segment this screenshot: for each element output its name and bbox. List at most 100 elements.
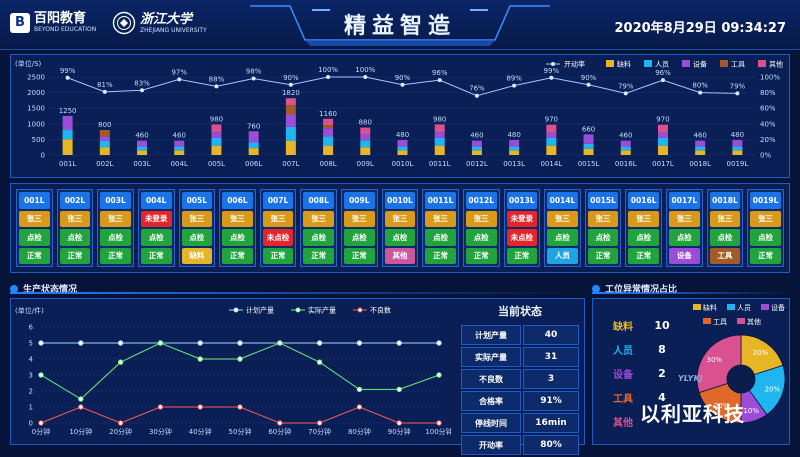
abnormal-item-label: 缺料 (613, 321, 633, 333)
donut-slice (696, 334, 742, 394)
bar-segment (323, 118, 334, 126)
series-point (237, 356, 243, 362)
status-row: 实际产量 31 (461, 347, 579, 367)
station-operator: 张三 (587, 210, 619, 227)
bar-segment (732, 146, 743, 151)
bar-segment (137, 140, 148, 147)
x-tick-label: 70分钟 (308, 427, 331, 436)
legend-label: 计划产量 (246, 306, 274, 315)
bar-segment (211, 145, 222, 155)
station-card[interactable]: 0010L 张三 点检 其他 (381, 189, 419, 267)
station-card[interactable]: 007L 张三 未点检 正常 (259, 189, 297, 267)
series-point (316, 340, 323, 346)
station-card[interactable]: 008L 张三 点检 正常 (300, 189, 337, 267)
x-tick-label: 007L (282, 160, 299, 168)
donut-slice-label: 20% (753, 349, 769, 357)
legend-label: 其他 (747, 317, 761, 326)
series-point (38, 372, 44, 378)
station-card[interactable]: 0018L 张三 点检 工具 (706, 189, 744, 267)
station-card[interactable]: 0011L 张三 点检 正常 (422, 189, 459, 267)
bar-total-label: 480 (507, 131, 520, 139)
station-inspection: 点检 (140, 229, 172, 246)
bar-segment (174, 140, 185, 147)
station-status: 正常 (344, 247, 375, 264)
x-tick-label: 0019L (727, 160, 749, 168)
bar-segment (285, 105, 296, 115)
rate-label: 100% (318, 66, 338, 74)
station-status: 设备 (669, 247, 700, 264)
series-point (316, 359, 323, 365)
station-card[interactable]: 0019L 张三 点检 正常 (747, 189, 784, 267)
series-point (197, 340, 203, 346)
legend-swatch (295, 307, 301, 313)
bar-total-label: 760 (247, 122, 260, 130)
status-row-value: 80% (523, 435, 579, 455)
bar-segment (397, 146, 408, 151)
section-bullet-icon (592, 284, 600, 293)
abnormal-item-label: 其他 (613, 417, 633, 429)
x-tick-label: 001L (59, 160, 76, 168)
series-point (117, 359, 124, 365)
station-card[interactable]: 0016L 张三 点检 正常 (625, 189, 662, 267)
abnormal-item-label: 人员 (613, 345, 633, 357)
bar-segment (546, 137, 557, 146)
station-status: 正常 (425, 247, 456, 264)
bar-segment (360, 127, 371, 135)
rate-point (251, 76, 256, 81)
status-row-value: 91% (523, 391, 579, 411)
bar-segment (695, 150, 706, 155)
station-card[interactable]: 003L 张三 点检 正常 (97, 189, 134, 267)
legend-label: 不良数 (370, 306, 391, 315)
station-card[interactable]: 0014L 张三 点检 人员 (544, 189, 581, 267)
bar-segment (62, 116, 73, 131)
station-card[interactable]: 005L 张三 点检 缺料 (178, 189, 216, 267)
station-code: 009L (344, 192, 375, 209)
station-card[interactable]: 002L 张三 点检 正常 (56, 189, 94, 267)
y-tick-label: 1500 (27, 105, 45, 113)
station-card[interactable]: 009L 张三 点检 正常 (341, 189, 378, 267)
station-card[interactable]: 0017L 张三 点检 设备 (666, 189, 703, 267)
rate-point (586, 82, 591, 87)
bar-total-label: 460 (135, 132, 148, 140)
station-status: 正常 (506, 247, 538, 264)
bar-segment (583, 134, 594, 144)
bar-segment (657, 124, 668, 133)
status-row-value: 31 (523, 347, 579, 367)
production-panel: (单位/件) 0 1 2 3 4 5 6 0分钟 10分钟 20分钟 30分钟 40分钟 50分钟 60分钟… (10, 298, 585, 455)
legend-label: 设备 (693, 60, 707, 69)
legend-label: 工具 (731, 61, 745, 69)
university-name: 浙江大学 (140, 11, 193, 27)
bar-segment (471, 146, 482, 151)
station-status: 缺料 (181, 247, 213, 264)
bar-total-label: 970 (545, 116, 558, 124)
x-tick-label: 0016L (615, 160, 637, 168)
status-row: 计划产量 40 (461, 325, 579, 345)
series-point (396, 386, 402, 393)
station-card[interactable]: 0013L 未登录 未点检 正常 (503, 189, 541, 267)
rate-label: 89% (506, 75, 522, 83)
station-card[interactable]: 0012L 张三 点检 正常 (462, 189, 500, 267)
status-row-label: 开动率 (461, 435, 521, 455)
station-card[interactable]: 001L 张三 点检 正常 (16, 189, 53, 267)
status-row: 合格率 91% (461, 391, 579, 411)
donut-slice-label: 20% (765, 386, 781, 394)
rate-point (623, 91, 628, 96)
bar-total-label: 880 (359, 119, 372, 127)
station-card[interactable]: 0015L 张三 点检 正常 (584, 189, 622, 267)
station-card[interactable]: 004L 未登录 点检 正常 (137, 189, 175, 267)
series-point (436, 340, 442, 346)
bar-segment (248, 148, 259, 155)
station-card[interactable]: 006L 张三 点检 正常 (219, 189, 256, 267)
station-code: 002L (59, 192, 91, 209)
datetime-display: 2020年8月29日 09:34:27 (614, 21, 786, 36)
abnormal-item-value: 2 (658, 366, 666, 380)
y2-tick-label: 100% (760, 74, 780, 82)
rate-point (214, 84, 219, 89)
y-tick-label: 5 (29, 340, 33, 348)
rate-label: 96% (655, 69, 671, 77)
station-inspection: 点检 (628, 229, 659, 246)
legend-swatch (703, 318, 711, 324)
abnormal-section-title: 工位异常情况占比 (605, 285, 678, 295)
status-row-value: 16min (523, 413, 579, 433)
station-operator: 张三 (100, 210, 131, 227)
